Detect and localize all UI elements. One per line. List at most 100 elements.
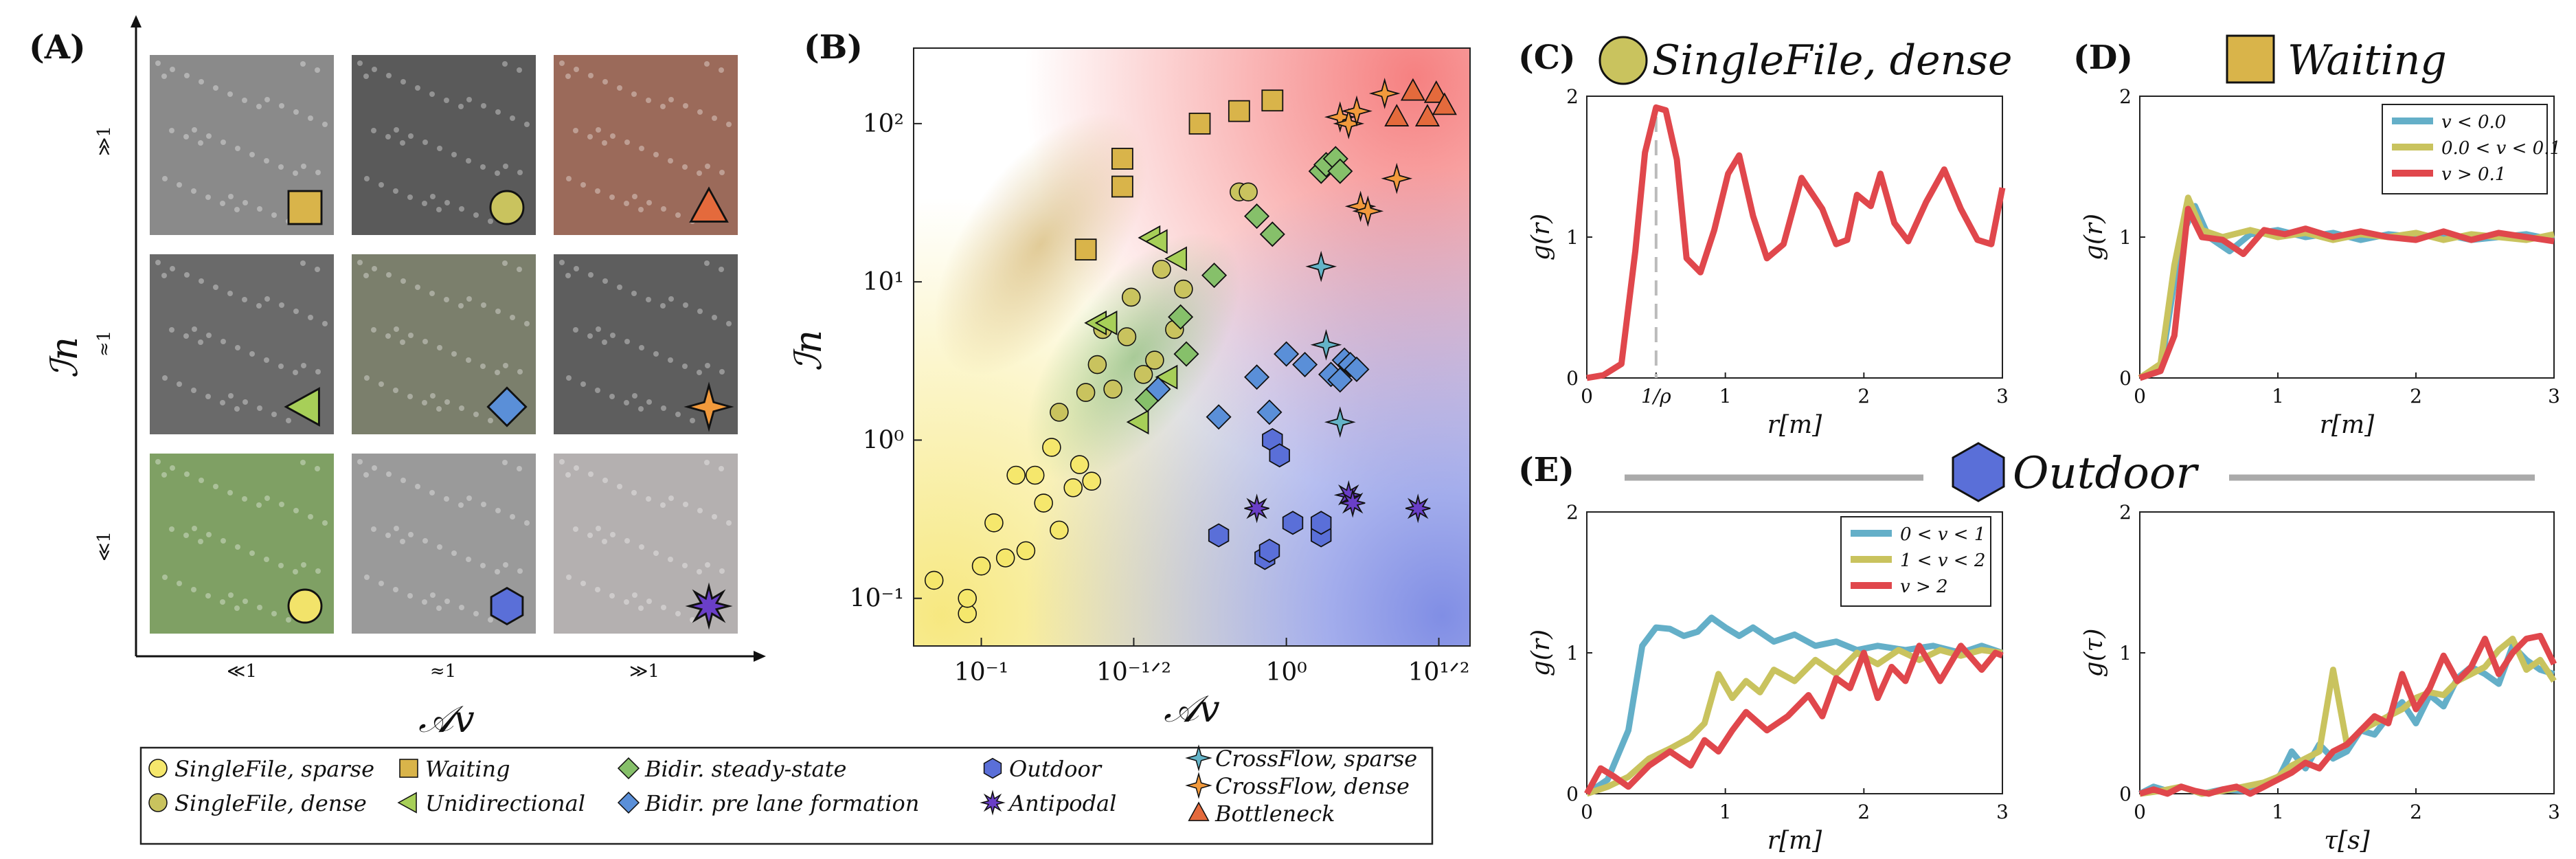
scene-texture-dot — [371, 526, 376, 532]
legend-label: SingleFile, sparse — [174, 756, 374, 782]
panel-a-photo-grid: ℐn 𝒜v ≫1 ≈1 ≪1 ≪1 ≈1 ≫1 — [43, 15, 766, 741]
scene-texture-dot — [704, 260, 710, 266]
scatter-point — [1006, 465, 1026, 485]
scene-texture-dot — [632, 393, 637, 399]
series-line — [2138, 205, 2555, 381]
scatter-point — [1324, 101, 1356, 133]
scene-texture-dot — [221, 339, 226, 344]
scene-texture-dot — [510, 315, 515, 320]
scene-texture-dot — [624, 538, 630, 544]
scene-texture-dot — [466, 495, 472, 501]
scene-texture-dot — [161, 273, 167, 278]
scatter-point — [1310, 328, 1342, 361]
scene-texture-dot — [227, 291, 233, 296]
scene-texture-dot — [675, 412, 681, 417]
scene-texture-dot — [466, 357, 471, 363]
panel-label-a: (A) — [29, 28, 86, 67]
scatter-point — [1094, 310, 1118, 335]
ytick-label: 1 — [1566, 642, 1579, 665]
scene-texture-dot — [617, 85, 622, 91]
scatter-point — [924, 570, 944, 590]
scene-texture-dot — [704, 61, 710, 67]
scene-texture-dot — [184, 73, 190, 78]
scene-texture-dot — [660, 104, 666, 109]
scatter-point — [1327, 367, 1353, 393]
xlabel: r[m] — [1767, 827, 1822, 855]
scene-texture-dot — [315, 67, 320, 73]
plot-legend-label: v > 0.1 — [2441, 164, 2506, 185]
panel-c-title-marker — [1598, 36, 1648, 85]
scene-texture-dot — [565, 74, 571, 79]
scene-texture-dot — [249, 152, 255, 157]
scene-texture-dot — [480, 563, 486, 568]
scene-texture-dot — [235, 345, 240, 350]
scene-texture-dot — [595, 388, 600, 393]
scene-texture-dot — [364, 574, 370, 580]
scene-texture-dot — [488, 617, 493, 623]
scatter-point — [1145, 350, 1164, 370]
scene-texture-dot — [357, 459, 363, 465]
scene-texture-dot — [300, 260, 306, 266]
scene-texture-dot — [609, 394, 615, 399]
scene-texture-dot — [422, 538, 428, 544]
scene-texture-dot — [308, 115, 313, 121]
scene-texture-dot — [422, 599, 427, 605]
scene-texture-dot — [422, 339, 428, 344]
legend-label: Unidirectional — [425, 790, 585, 816]
scene-texture-dot — [199, 79, 204, 85]
scene-texture-dot — [466, 158, 471, 164]
scene-photo-tile — [352, 55, 536, 235]
xtick-label: 1/ρ — [1641, 385, 1671, 408]
scene-texture-dot — [363, 74, 369, 79]
panel-e-title-marker — [1952, 442, 2005, 502]
panel-a-x-arrow — [754, 651, 766, 662]
scene-texture-dot — [315, 170, 321, 175]
tile-marker-tri-left — [284, 387, 320, 427]
scene-texture-dot — [451, 550, 457, 556]
legend-label: Waiting — [425, 756, 510, 782]
scene-texture-dot — [228, 393, 234, 399]
scene-texture-dot — [415, 85, 420, 91]
scene-texture-dot — [249, 550, 255, 556]
scene-texture-dot — [566, 375, 572, 381]
scene-texture-dot — [161, 74, 167, 79]
scene-texture-dot — [264, 296, 270, 302]
scatter-point — [1117, 327, 1137, 346]
panel-a-ylabel: ℐn — [43, 337, 86, 378]
legend-frame — [139, 746, 1434, 845]
panel-b-ytick-label: 10¹ — [863, 268, 904, 296]
scene-texture-dot — [480, 164, 486, 170]
scene-texture-dot — [205, 593, 211, 599]
scene-texture-dot — [524, 122, 530, 127]
tile-marker-star4 — [683, 381, 734, 432]
panel-e-title: Outdoor — [2013, 448, 2199, 499]
scene-texture-dot — [430, 194, 436, 199]
scatter-point — [1144, 229, 1168, 254]
scene-texture-dot — [191, 388, 196, 393]
scene-texture-dot — [315, 267, 320, 272]
scatter-point — [1405, 493, 1431, 524]
scene-texture-dot — [712, 514, 717, 520]
scene-texture-dot — [495, 309, 501, 314]
scene-texture-dot — [610, 333, 615, 338]
scene-texture-dot — [631, 291, 637, 296]
scene-texture-dot — [227, 91, 233, 97]
series-line — [1584, 643, 2004, 796]
scene-texture-dot — [235, 146, 240, 151]
plot-legend: v < 0.0 0.0 < v < 0.1 v > 0.1 — [2382, 104, 2561, 194]
scatter-point — [1400, 78, 1425, 101]
scatter-point — [1155, 364, 1178, 390]
scene-texture-dot — [444, 399, 450, 405]
scene-texture-dot — [596, 526, 601, 531]
scene-texture-dot — [495, 569, 500, 574]
scene-texture-dot — [408, 532, 414, 537]
scene-texture-dot — [169, 327, 174, 333]
scene-texture-dot — [293, 569, 298, 574]
xtick-label: 3 — [2548, 801, 2560, 823]
scene-texture-dot — [639, 146, 644, 151]
scene-texture-dot — [466, 97, 472, 102]
scene-texture-dot — [719, 369, 725, 375]
scene-texture-dot — [573, 526, 578, 532]
scene-texture-dot — [481, 302, 486, 308]
waiting-region — [934, 113, 1148, 375]
